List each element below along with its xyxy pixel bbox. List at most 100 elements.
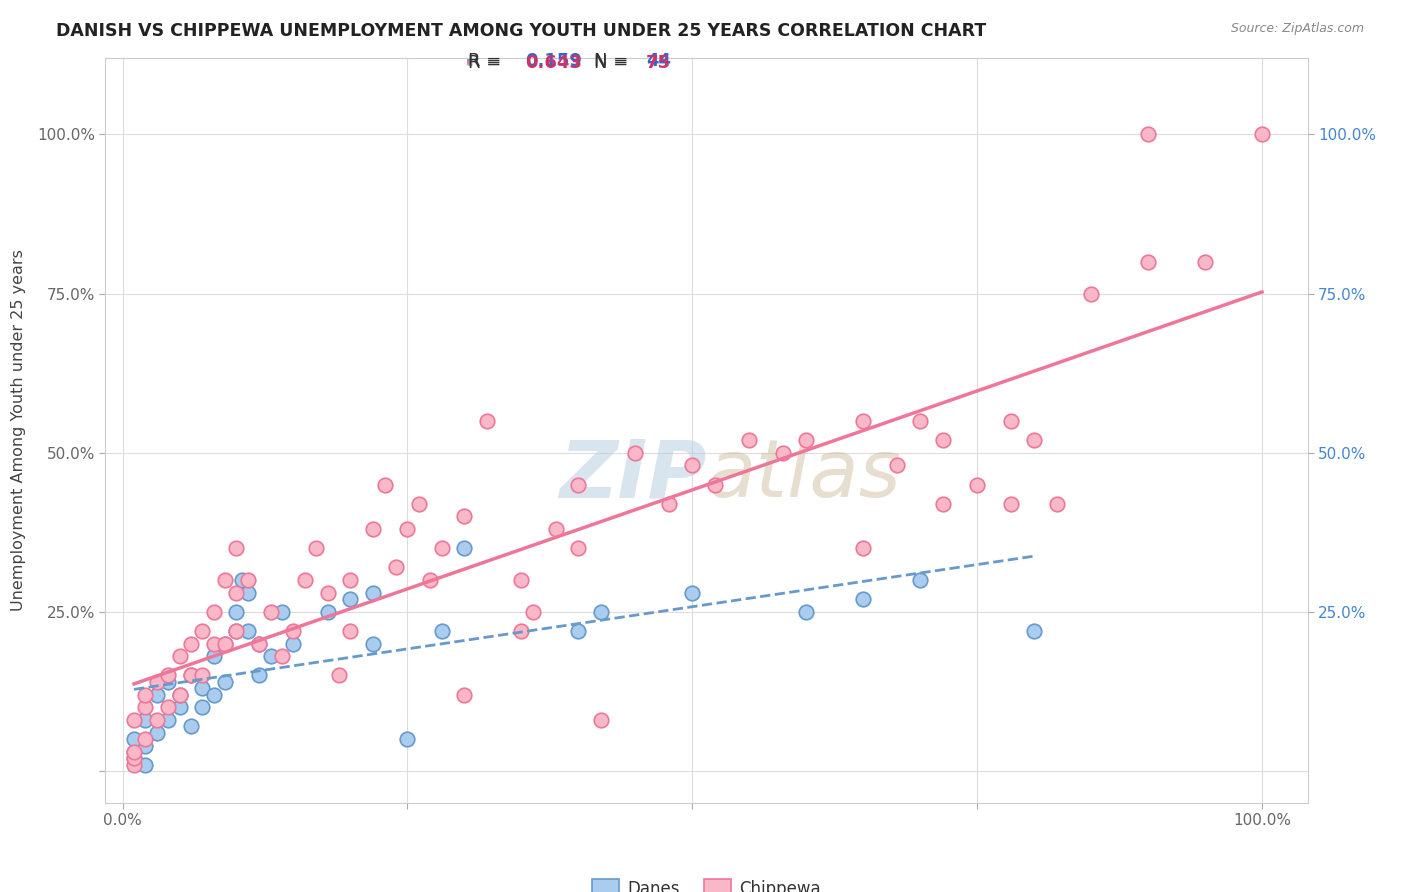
Point <box>202 637 225 651</box>
Point <box>145 688 167 702</box>
Point <box>328 668 350 682</box>
Point <box>932 433 955 447</box>
Point <box>475 414 498 428</box>
Point <box>134 713 156 727</box>
Point <box>122 745 145 759</box>
Point <box>202 649 225 664</box>
Point <box>225 624 247 638</box>
Point <box>202 688 225 702</box>
Point <box>385 560 408 574</box>
Point <box>225 624 247 638</box>
Text: R =: R = <box>468 54 508 72</box>
Point <box>704 477 727 491</box>
Point <box>145 674 167 689</box>
Point <box>260 649 283 664</box>
Point <box>453 541 475 556</box>
Point <box>339 592 361 607</box>
Point <box>169 688 191 702</box>
Point <box>231 573 253 587</box>
Point <box>260 605 283 619</box>
Point <box>169 700 191 714</box>
Point <box>396 732 419 747</box>
Point <box>794 433 817 447</box>
Point <box>453 509 475 524</box>
Point <box>966 477 988 491</box>
Point <box>908 573 931 587</box>
Legend: Danes, Chippewa: Danes, Chippewa <box>583 871 830 892</box>
Point <box>236 585 259 599</box>
Point <box>225 541 247 556</box>
Point <box>658 497 681 511</box>
Point <box>134 739 156 753</box>
Point <box>567 541 589 556</box>
Point <box>852 541 875 556</box>
Point <box>122 732 145 747</box>
Point <box>453 688 475 702</box>
Point <box>886 458 908 473</box>
Point <box>1022 433 1045 447</box>
Point <box>510 624 533 638</box>
Point <box>316 605 339 619</box>
Point <box>1000 414 1022 428</box>
Point <box>145 725 167 739</box>
Point <box>361 585 384 599</box>
Point <box>134 700 156 714</box>
Point <box>180 668 202 682</box>
Point <box>316 585 339 599</box>
Text: 75: 75 <box>645 54 671 72</box>
Point <box>1251 128 1274 142</box>
Point <box>247 637 270 651</box>
Point <box>1046 497 1069 511</box>
Point <box>294 573 316 587</box>
Y-axis label: Unemployment Among Youth under 25 years: Unemployment Among Youth under 25 years <box>11 250 25 611</box>
Point <box>214 573 236 587</box>
Point <box>236 573 259 587</box>
Point <box>236 624 259 638</box>
Text: N =: N = <box>595 54 634 72</box>
Point <box>591 605 613 619</box>
Point <box>134 757 156 772</box>
Point <box>134 688 156 702</box>
Point <box>1137 128 1160 142</box>
Text: DANISH VS CHIPPEWA UNEMPLOYMENT AMONG YOUTH UNDER 25 YEARS CORRELATION CHART: DANISH VS CHIPPEWA UNEMPLOYMENT AMONG YO… <box>56 22 987 40</box>
Text: N =: N = <box>595 52 634 70</box>
Point <box>271 605 294 619</box>
Point <box>544 522 567 536</box>
Point <box>305 541 328 556</box>
Point <box>339 573 361 587</box>
Text: R =: R = <box>468 52 508 70</box>
Text: atlas: atlas <box>707 436 901 514</box>
Point <box>271 649 294 664</box>
Point <box>339 624 361 638</box>
Point <box>225 585 247 599</box>
Point <box>510 573 533 587</box>
Point <box>180 668 202 682</box>
Point <box>191 668 214 682</box>
Point <box>681 585 703 599</box>
Point <box>122 751 145 765</box>
Point <box>522 605 544 619</box>
Point <box>225 605 247 619</box>
Point <box>180 637 202 651</box>
Point <box>852 414 875 428</box>
Point <box>591 713 613 727</box>
Point <box>157 713 180 727</box>
Point <box>852 592 875 607</box>
Point <box>247 668 270 682</box>
Point <box>157 674 180 689</box>
Text: 44: 44 <box>645 52 671 70</box>
Point <box>191 624 214 638</box>
Point <box>567 624 589 638</box>
Point <box>908 414 931 428</box>
Point <box>145 713 167 727</box>
Text: Source: ZipAtlas.com: Source: ZipAtlas.com <box>1230 22 1364 36</box>
Point <box>157 700 180 714</box>
Point <box>214 637 236 651</box>
Point <box>122 745 145 759</box>
Point <box>180 719 202 733</box>
Point <box>361 522 384 536</box>
Point <box>157 668 180 682</box>
Point <box>283 637 305 651</box>
Point <box>430 541 453 556</box>
Point <box>1022 624 1045 638</box>
